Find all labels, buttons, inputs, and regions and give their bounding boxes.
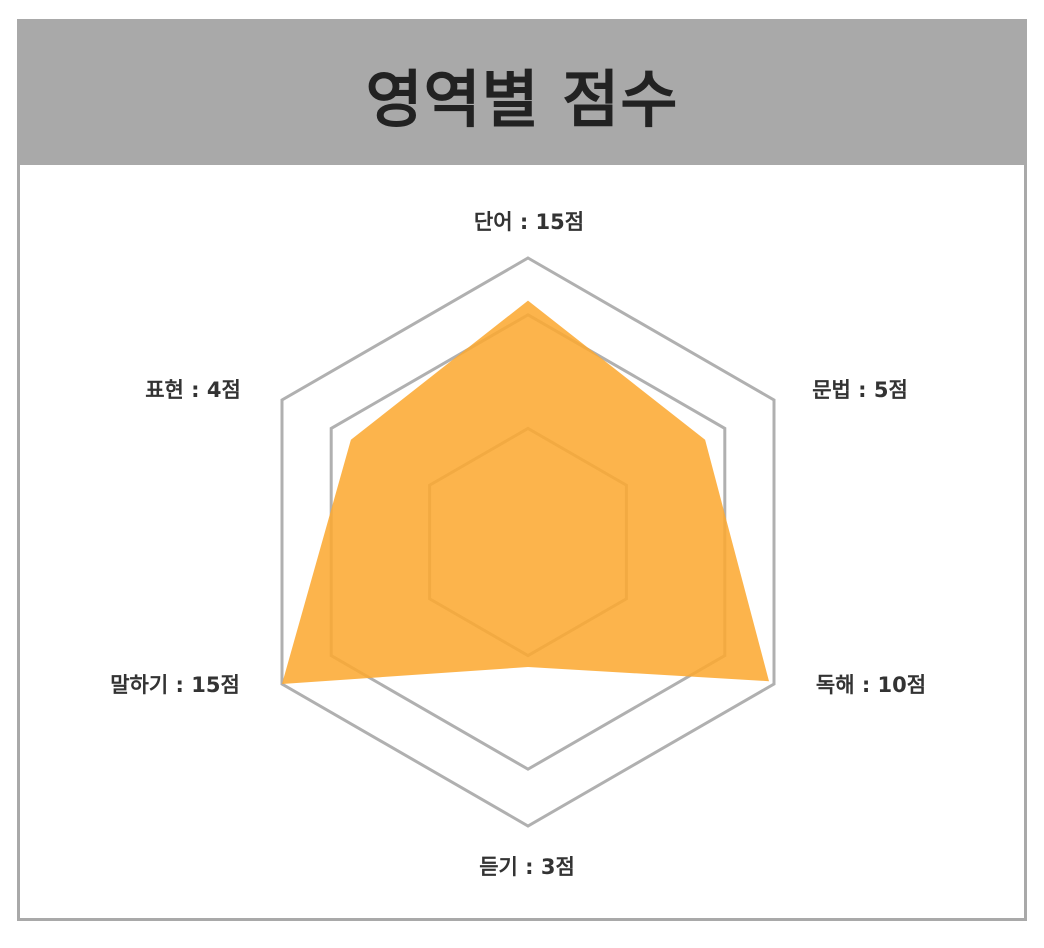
axis-label-1: 단어 : 15점 bbox=[474, 210, 584, 234]
chart-header: 영역별 점수 bbox=[20, 22, 1024, 165]
radar-area-layer bbox=[281, 300, 770, 685]
axis-label-5: 말하기 : 15점 bbox=[110, 673, 240, 697]
grid-ring-2 bbox=[329, 313, 727, 771]
axis-label-2: 문법 : 5점 bbox=[812, 378, 908, 402]
chart-title: 영역별 점수 bbox=[365, 62, 679, 136]
chart-frame: 영역별 점수 bbox=[17, 19, 1027, 921]
score-area bbox=[282, 300, 769, 684]
axis-label-4: 듣기 : 3점 bbox=[479, 855, 575, 879]
grid-ring-3 bbox=[280, 256, 776, 828]
axis-label-3: 독해 : 10점 bbox=[816, 673, 926, 697]
axis-label-6: 표현 : 4점 bbox=[145, 378, 241, 402]
